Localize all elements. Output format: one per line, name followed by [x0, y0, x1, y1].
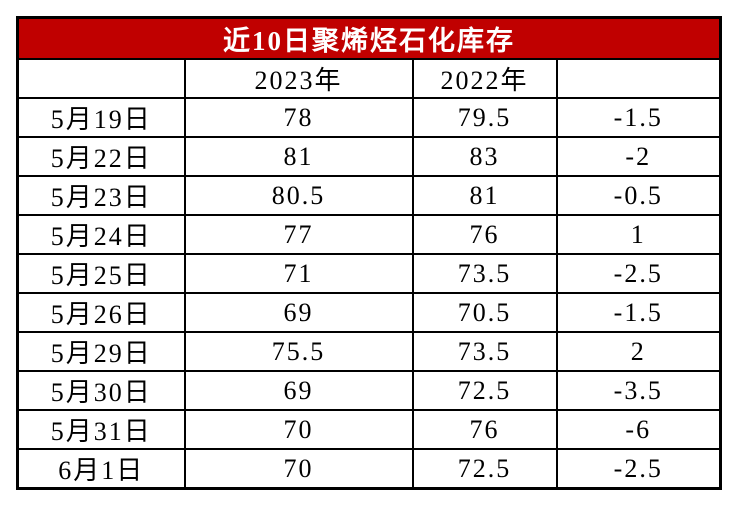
- data-row: 5月31日 70 76 -6: [16, 409, 722, 450]
- date-cell: 5月24日: [16, 214, 186, 255]
- value-cell: 73.5: [411, 331, 558, 372]
- data-row: 5月24日 77 76 1: [16, 214, 722, 255]
- value-cell: 80.5: [183, 175, 414, 216]
- value-cell: 76: [411, 409, 558, 450]
- value-cell: -1.5: [555, 292, 722, 333]
- value-cell: 70.5: [411, 292, 558, 333]
- value-cell: 1: [555, 214, 722, 255]
- value-cell: 72.5: [411, 370, 558, 411]
- value-cell: 83: [411, 136, 558, 177]
- value-cell: 76: [411, 214, 558, 255]
- value-cell: 73.5: [411, 253, 558, 294]
- value-cell: 69: [183, 370, 414, 411]
- date-cell: 5月29日: [16, 331, 186, 372]
- value-cell: 2: [555, 331, 722, 372]
- value-cell: 72.5: [411, 448, 558, 490]
- value-cell: 70: [183, 409, 414, 450]
- date-cell: 6月1日: [16, 448, 186, 490]
- date-cell: 5月23日: [16, 175, 186, 216]
- value-cell: -0.5: [555, 175, 722, 216]
- data-row: 5月19日 78 79.5 -1.5: [16, 97, 722, 138]
- value-cell: 81: [183, 136, 414, 177]
- value-cell: -2.5: [555, 253, 722, 294]
- value-cell: 69: [183, 292, 414, 333]
- value-cell: 79.5: [411, 97, 558, 138]
- data-row: 5月30日 69 72.5 -3.5: [16, 370, 722, 411]
- data-row: 5月29日 75.5 73.5 2: [16, 331, 722, 372]
- data-row: 5月25日 71 73.5 -2.5: [16, 253, 722, 294]
- header-row: 2023年 2022年: [16, 58, 722, 99]
- date-cell: 5月30日: [16, 370, 186, 411]
- value-cell: -2.5: [555, 448, 722, 490]
- data-row: 5月22日 81 83 -2: [16, 136, 722, 177]
- data-row: 5月23日 80.5 81 -0.5: [16, 175, 722, 216]
- header-cell: 2023年: [183, 58, 414, 99]
- value-cell: -6: [555, 409, 722, 450]
- value-cell: -1.5: [555, 97, 722, 138]
- data-row: 6月1日 70 72.5 -2.5: [16, 448, 722, 490]
- value-cell: 71: [183, 253, 414, 294]
- title-row: 近10日聚烯烃石化库存: [16, 16, 722, 60]
- value-cell: -3.5: [555, 370, 722, 411]
- header-cell: [16, 58, 186, 99]
- value-cell: 75.5: [183, 331, 414, 372]
- value-cell: 77: [183, 214, 414, 255]
- date-cell: 5月26日: [16, 292, 186, 333]
- data-row: 5月26日 69 70.5 -1.5: [16, 292, 722, 333]
- value-cell: 78: [183, 97, 414, 138]
- value-cell: -2: [555, 136, 722, 177]
- value-cell: 70: [183, 448, 414, 490]
- date-cell: 5月19日: [16, 97, 186, 138]
- table-body: 近10日聚烯烃石化库存 2023年 2022年 5月19日 78 79.5 -1.5 5…: [16, 16, 722, 490]
- value-cell: 81: [411, 175, 558, 216]
- date-cell: 5月25日: [16, 253, 186, 294]
- header-cell: 2022年: [411, 58, 558, 99]
- header-cell: [555, 58, 722, 99]
- inventory-table: 近10日聚烯烃石化库存 2023年 2022年 5月19日 78 79.5 -1.5 5…: [16, 16, 722, 490]
- date-cell: 5月22日: [16, 136, 186, 177]
- date-cell: 5月31日: [16, 409, 186, 450]
- table-title: 近10日聚烯烃石化库存: [16, 16, 722, 60]
